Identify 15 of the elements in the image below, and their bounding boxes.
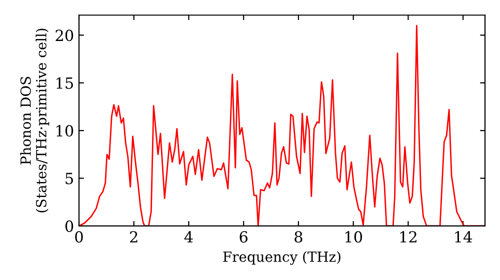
x-tick-label: 12 xyxy=(400,231,416,242)
x-tick-label: 2 xyxy=(130,231,138,242)
x-tick-label: 0 xyxy=(75,231,83,243)
y-tick-label: 5 xyxy=(66,172,73,184)
x-tick-label: 8 xyxy=(294,231,302,243)
y-tick-label: 0 xyxy=(65,220,74,232)
x-tick-label: 4 xyxy=(184,231,193,242)
y-tick-label: 15 xyxy=(56,77,73,89)
y-tick-label: 10 xyxy=(56,125,74,137)
x-tick-label: 14 xyxy=(455,231,472,242)
x-tick-label: 10 xyxy=(345,231,362,243)
x-tick-label: 6 xyxy=(240,231,248,243)
y-axis-title: Phonon DOS (States/THz·primitive cell) xyxy=(20,28,50,212)
x-axis-title: Frequency (THz) xyxy=(223,251,340,265)
y-tick-label: 20 xyxy=(56,30,74,42)
